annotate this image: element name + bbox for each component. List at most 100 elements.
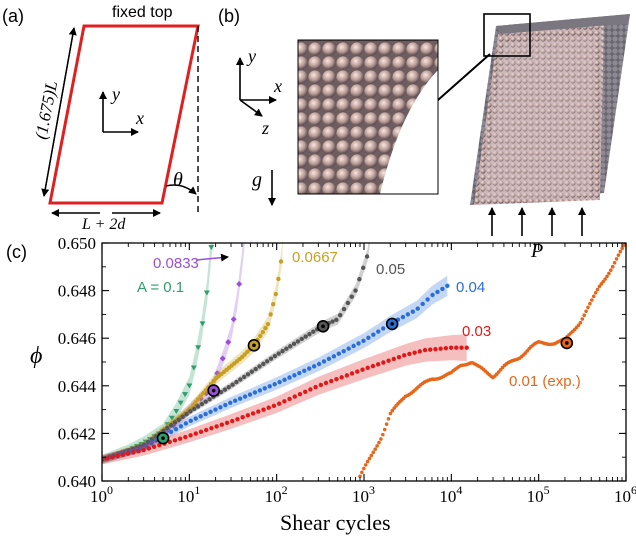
data-point — [281, 217, 285, 221]
data-point — [136, 449, 141, 454]
data-point — [168, 415, 175, 421]
data-point — [334, 376, 339, 382]
data-point — [208, 409, 213, 415]
data-point — [366, 335, 371, 340]
data-point — [193, 431, 198, 436]
data-point — [311, 329, 316, 334]
data-point — [361, 338, 366, 344]
data-point — [250, 411, 256, 416]
y-tick-label: 0.640 — [58, 472, 96, 491]
data-point — [609, 268, 613, 272]
data-point — [396, 354, 402, 360]
data-point — [323, 380, 329, 386]
data-point — [219, 355, 226, 362]
data-point — [252, 390, 258, 395]
data-point — [356, 341, 361, 346]
data-point — [595, 287, 600, 292]
data-point — [440, 286, 445, 292]
data-point — [407, 351, 412, 357]
x-tick-label: 100 — [90, 483, 113, 506]
data-point — [367, 456, 372, 461]
data-point — [271, 403, 277, 409]
data-point — [222, 387, 228, 392]
data-point — [425, 297, 430, 302]
data-point — [601, 279, 606, 284]
data-point — [614, 257, 619, 261]
data-point — [268, 356, 274, 361]
zoom-inset — [297, 39, 439, 195]
data-point — [263, 325, 268, 331]
data-point — [334, 317, 339, 322]
data-point — [586, 305, 590, 310]
data-point — [405, 312, 411, 317]
data-point — [428, 347, 433, 352]
data-point — [336, 351, 342, 356]
data-point — [445, 283, 450, 289]
data-point — [188, 433, 193, 438]
data-point — [307, 366, 312, 371]
data-point — [230, 418, 235, 424]
data-point — [195, 397, 201, 402]
x-tick-label: 104 — [439, 483, 462, 506]
data-point — [267, 384, 272, 389]
data-point — [172, 438, 178, 443]
data-point — [345, 300, 351, 306]
data-point — [178, 424, 184, 429]
data-point — [198, 429, 204, 434]
data-point — [203, 388, 208, 393]
data-point — [349, 294, 354, 299]
data-point — [260, 329, 266, 335]
data-point — [360, 470, 364, 475]
data-point — [234, 379, 239, 385]
data-point — [622, 243, 626, 248]
data-point — [582, 313, 587, 318]
data-point — [125, 451, 131, 456]
data-point — [245, 372, 251, 377]
data-point — [176, 417, 182, 422]
data-point — [433, 346, 438, 352]
data-point — [341, 306, 347, 312]
particle-packing-render — [470, 13, 630, 205]
data-point — [381, 360, 386, 365]
data-point — [578, 320, 583, 325]
x-tick-label: 106 — [614, 483, 636, 506]
data-point — [435, 289, 440, 295]
data-point — [131, 450, 136, 455]
data-point — [443, 346, 449, 351]
data-point — [266, 405, 271, 410]
data-point — [218, 389, 224, 395]
data-point — [105, 456, 110, 461]
data-point — [268, 312, 273, 317]
data-point — [438, 346, 443, 351]
series-label: 0.03 — [462, 323, 491, 340]
data-point — [141, 447, 146, 453]
data-point — [331, 354, 337, 359]
data-point — [316, 361, 322, 367]
data-point — [273, 291, 278, 297]
fixed-top-label: fixed top — [112, 4, 173, 21]
series-band — [102, 243, 214, 465]
data-point — [321, 359, 327, 364]
data-point — [297, 370, 302, 376]
data-point — [588, 301, 592, 306]
b-axis-x-label: x — [273, 76, 282, 96]
data-point — [580, 317, 585, 321]
data-point — [271, 302, 276, 307]
data-point — [612, 260, 617, 265]
data-point — [242, 233, 248, 239]
data-point — [464, 345, 469, 350]
panel-b: (b) y x z g P — [218, 6, 630, 262]
data-point — [225, 339, 232, 346]
series-band — [102, 243, 283, 464]
data-point — [226, 384, 231, 390]
b-z-axis-arrow — [239, 99, 263, 117]
data-point — [188, 409, 193, 414]
data-point — [177, 400, 184, 406]
data-point — [200, 391, 206, 396]
data-point — [276, 276, 281, 282]
data-point — [241, 374, 247, 380]
data-point — [330, 319, 335, 324]
data-point — [382, 427, 387, 432]
data-point — [381, 326, 386, 331]
